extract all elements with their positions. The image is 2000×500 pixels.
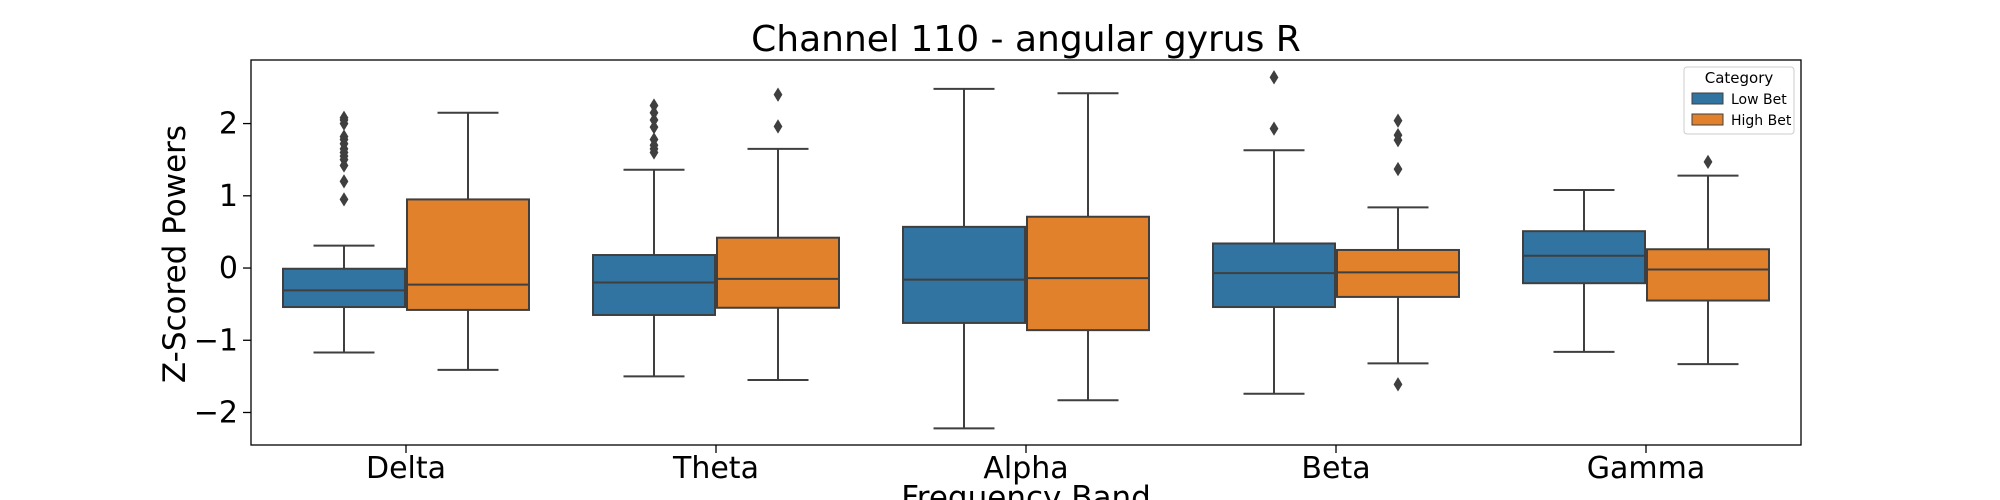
outlier-point xyxy=(1393,113,1403,128)
outlier-point xyxy=(1393,127,1403,143)
legend-swatch xyxy=(1691,92,1724,105)
outlier-point xyxy=(339,110,349,125)
x-tick-label: Gamma xyxy=(1587,451,1705,486)
outlier-point xyxy=(649,112,659,128)
legend-entry-label: High Bet xyxy=(1731,113,1792,129)
iqr-box xyxy=(406,198,530,311)
outlier-point xyxy=(339,192,349,207)
box-high-bet-gamma xyxy=(1646,154,1770,366)
boxes-layer xyxy=(282,70,1770,430)
y-tick-label: −1 xyxy=(194,323,238,358)
outlier-point xyxy=(773,87,783,102)
legend-entry-label: Low Bet xyxy=(1731,92,1787,108)
iqr-box xyxy=(716,236,840,309)
iqr-box xyxy=(902,225,1026,324)
outlier-point xyxy=(1269,70,1279,85)
box-low-bet-delta xyxy=(282,110,406,354)
box-high-bet-beta xyxy=(1336,113,1460,392)
x-tick-label: Beta xyxy=(1301,451,1370,486)
iqr-box xyxy=(282,267,406,309)
outlier-point xyxy=(649,120,659,135)
legend-swatch xyxy=(1691,113,1724,126)
iqr-box xyxy=(1336,248,1460,298)
outlier-point xyxy=(649,105,659,120)
box-high-bet-alpha xyxy=(1026,92,1150,402)
y-tick-label: 0 xyxy=(219,251,238,286)
outlier-point xyxy=(1703,154,1713,169)
y-axis-label: Z-Scored Powers xyxy=(157,125,193,383)
y-tick-label: −2 xyxy=(194,395,238,430)
x-tick-label: Delta xyxy=(366,451,446,486)
x-axis-label: Frequency Band xyxy=(901,480,1151,500)
chart-title: Channel 110 - angular gyrus R xyxy=(751,19,1301,60)
box-high-bet-theta xyxy=(716,87,840,381)
x-tick-label: Theta xyxy=(672,451,759,486)
iqr-box xyxy=(1212,242,1336,309)
outlier-point xyxy=(649,132,659,147)
box-low-bet-theta xyxy=(592,98,716,378)
outlier-point xyxy=(1393,161,1403,177)
box-high-bet-delta xyxy=(406,111,530,371)
outlier-point xyxy=(1393,377,1403,392)
plot-area-frame xyxy=(250,59,1802,446)
iqr-box xyxy=(592,254,716,316)
box-low-bet-beta xyxy=(1212,70,1336,395)
ticks-layer: −2 −1 0 1 2 Delta Theta Alpha Beta Gamma xyxy=(194,107,1705,486)
iqr-box xyxy=(1026,215,1150,332)
outlier-point xyxy=(339,174,349,189)
box-low-bet-gamma xyxy=(1522,189,1646,353)
y-tick-label: 2 xyxy=(219,107,238,142)
iqr-box xyxy=(1522,230,1646,285)
box-low-bet-alpha xyxy=(902,87,1026,430)
x-tick-label: Alpha xyxy=(983,451,1068,486)
legend: Category Low Bet High Bet xyxy=(1683,66,1795,135)
outlier-point xyxy=(649,98,659,113)
y-tick-label: 1 xyxy=(219,179,238,214)
legend-entries: Low Bet High Bet xyxy=(1691,92,1792,129)
legend-title: Category xyxy=(1705,69,1774,87)
outlier-point xyxy=(1269,121,1279,136)
outlier-point xyxy=(773,119,783,134)
outlier-point xyxy=(339,129,349,144)
iqr-box xyxy=(1646,248,1770,302)
